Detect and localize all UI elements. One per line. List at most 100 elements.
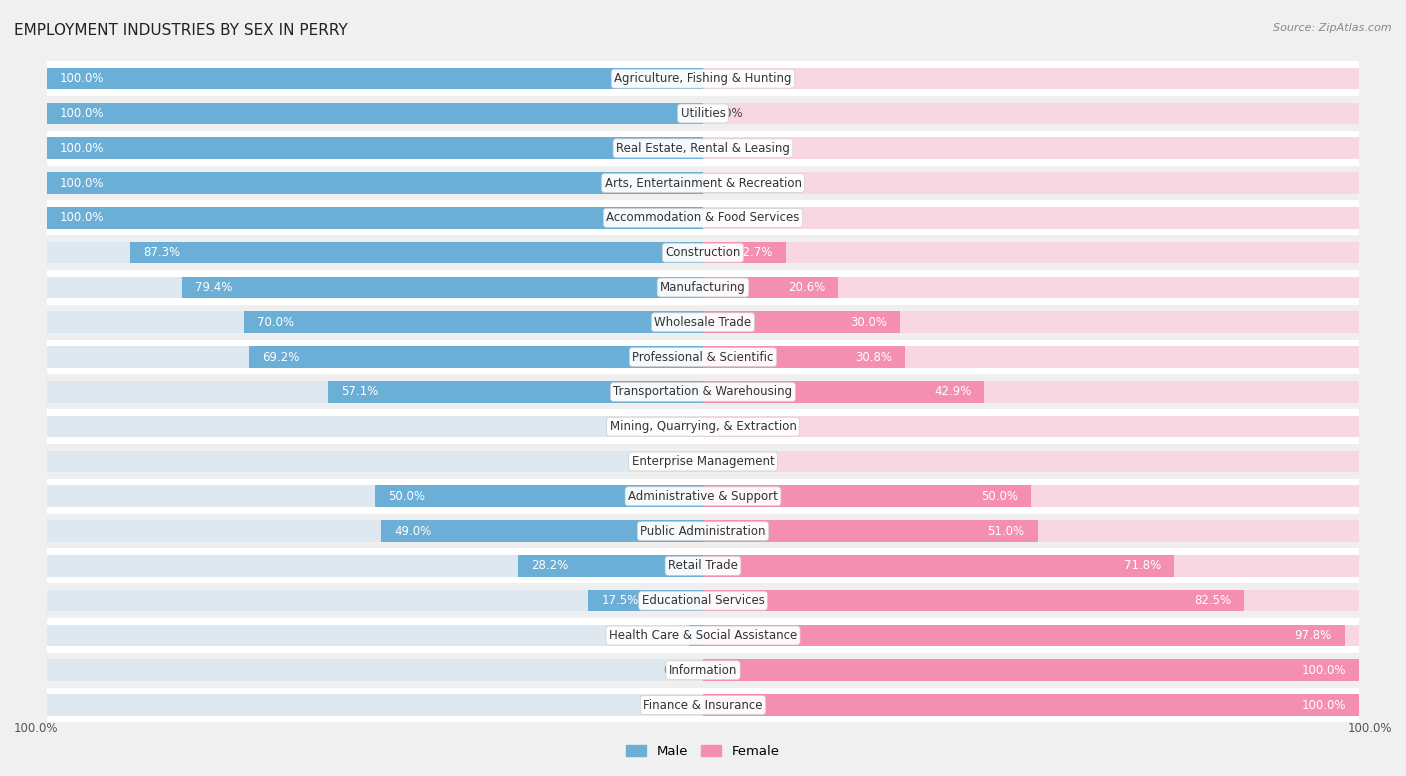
Text: 0.0%: 0.0% (713, 420, 742, 433)
Text: Administrative & Support: Administrative & Support (628, 490, 778, 503)
Text: 100.0%: 100.0% (60, 142, 104, 154)
Text: Accommodation & Food Services: Accommodation & Food Services (606, 211, 800, 224)
Bar (46, 166, 1360, 200)
Bar (46, 486, 703, 507)
Text: 57.1%: 57.1% (342, 386, 378, 398)
Text: 100.0%: 100.0% (1347, 722, 1392, 735)
Bar (375, 486, 703, 507)
Bar (703, 346, 1360, 368)
Bar (46, 346, 703, 368)
Bar (46, 172, 703, 194)
Text: 97.8%: 97.8% (1295, 629, 1331, 642)
Text: 82.5%: 82.5% (1194, 594, 1232, 607)
Bar (243, 311, 703, 333)
Bar (703, 381, 984, 403)
Bar (703, 660, 1360, 681)
Text: Wholesale Trade: Wholesale Trade (654, 316, 752, 329)
Bar (46, 270, 1360, 305)
Bar (381, 520, 703, 542)
Text: Enterprise Management: Enterprise Management (631, 455, 775, 468)
Bar (329, 381, 703, 403)
Text: 100.0%: 100.0% (1302, 698, 1346, 712)
Bar (46, 68, 703, 89)
Bar (703, 520, 1360, 542)
Text: 0.0%: 0.0% (713, 211, 742, 224)
Bar (703, 311, 900, 333)
Bar (46, 695, 703, 716)
Text: 0.0%: 0.0% (664, 698, 693, 712)
Text: Source: ZipAtlas.com: Source: ZipAtlas.com (1274, 23, 1392, 33)
Text: 20.6%: 20.6% (787, 281, 825, 294)
Text: Public Administration: Public Administration (640, 525, 766, 538)
Bar (249, 346, 703, 368)
Text: 100.0%: 100.0% (60, 107, 104, 120)
Bar (703, 520, 1038, 542)
Bar (46, 131, 1360, 166)
Text: Retail Trade: Retail Trade (668, 559, 738, 573)
Bar (46, 555, 703, 577)
Bar (46, 660, 703, 681)
Text: 28.2%: 28.2% (531, 559, 568, 573)
Bar (46, 416, 703, 438)
Bar (46, 688, 1360, 722)
Bar (46, 584, 1360, 618)
Text: 100.0%: 100.0% (60, 72, 104, 85)
Bar (131, 242, 703, 264)
Bar (588, 590, 703, 611)
Legend: Male, Female: Male, Female (621, 740, 785, 764)
Bar (703, 590, 1244, 611)
Text: Arts, Entertainment & Recreation: Arts, Entertainment & Recreation (605, 177, 801, 189)
Bar (703, 277, 1360, 298)
Bar (703, 137, 1360, 159)
Bar (703, 172, 1360, 194)
Bar (703, 311, 1360, 333)
Text: 0.0%: 0.0% (713, 107, 742, 120)
Text: 51.0%: 51.0% (987, 525, 1025, 538)
Bar (703, 207, 1360, 229)
Text: 49.0%: 49.0% (395, 525, 432, 538)
Bar (703, 590, 1360, 611)
Bar (46, 277, 703, 298)
Bar (703, 242, 786, 264)
Bar (46, 375, 1360, 409)
Bar (46, 618, 1360, 653)
Text: 30.0%: 30.0% (849, 316, 887, 329)
Text: 42.9%: 42.9% (934, 386, 972, 398)
Bar (46, 102, 703, 124)
Text: 100.0%: 100.0% (14, 722, 59, 735)
Text: Health Care & Social Assistance: Health Care & Social Assistance (609, 629, 797, 642)
Bar (46, 381, 703, 403)
Text: Construction: Construction (665, 246, 741, 259)
Bar (703, 625, 1360, 646)
Bar (703, 486, 1360, 507)
Bar (46, 520, 703, 542)
Text: Information: Information (669, 663, 737, 677)
Text: 0.0%: 0.0% (713, 455, 742, 468)
Bar (703, 555, 1360, 577)
Text: Agriculture, Fishing & Hunting: Agriculture, Fishing & Hunting (614, 72, 792, 85)
Bar (46, 340, 1360, 375)
Text: Transportation & Warehousing: Transportation & Warehousing (613, 386, 793, 398)
Bar (703, 660, 1360, 681)
Text: 0.0%: 0.0% (713, 177, 742, 189)
Text: 0.0%: 0.0% (664, 420, 693, 433)
Bar (46, 68, 703, 89)
Bar (703, 68, 1360, 89)
Bar (46, 207, 703, 229)
Text: 50.0%: 50.0% (981, 490, 1018, 503)
Bar (703, 346, 905, 368)
Text: Finance & Insurance: Finance & Insurance (644, 698, 762, 712)
Text: 0.0%: 0.0% (664, 455, 693, 468)
Bar (181, 277, 703, 298)
Text: 69.2%: 69.2% (262, 351, 299, 364)
Bar (703, 555, 1174, 577)
Bar (703, 486, 1031, 507)
Text: EMPLOYMENT INDUSTRIES BY SEX IN PERRY: EMPLOYMENT INDUSTRIES BY SEX IN PERRY (14, 23, 347, 38)
Text: 0.0%: 0.0% (664, 663, 693, 677)
Text: Professional & Scientific: Professional & Scientific (633, 351, 773, 364)
Bar (46, 409, 1360, 444)
Bar (46, 549, 1360, 584)
Bar (703, 242, 1360, 264)
Bar (46, 305, 1360, 340)
Text: 100.0%: 100.0% (60, 211, 104, 224)
